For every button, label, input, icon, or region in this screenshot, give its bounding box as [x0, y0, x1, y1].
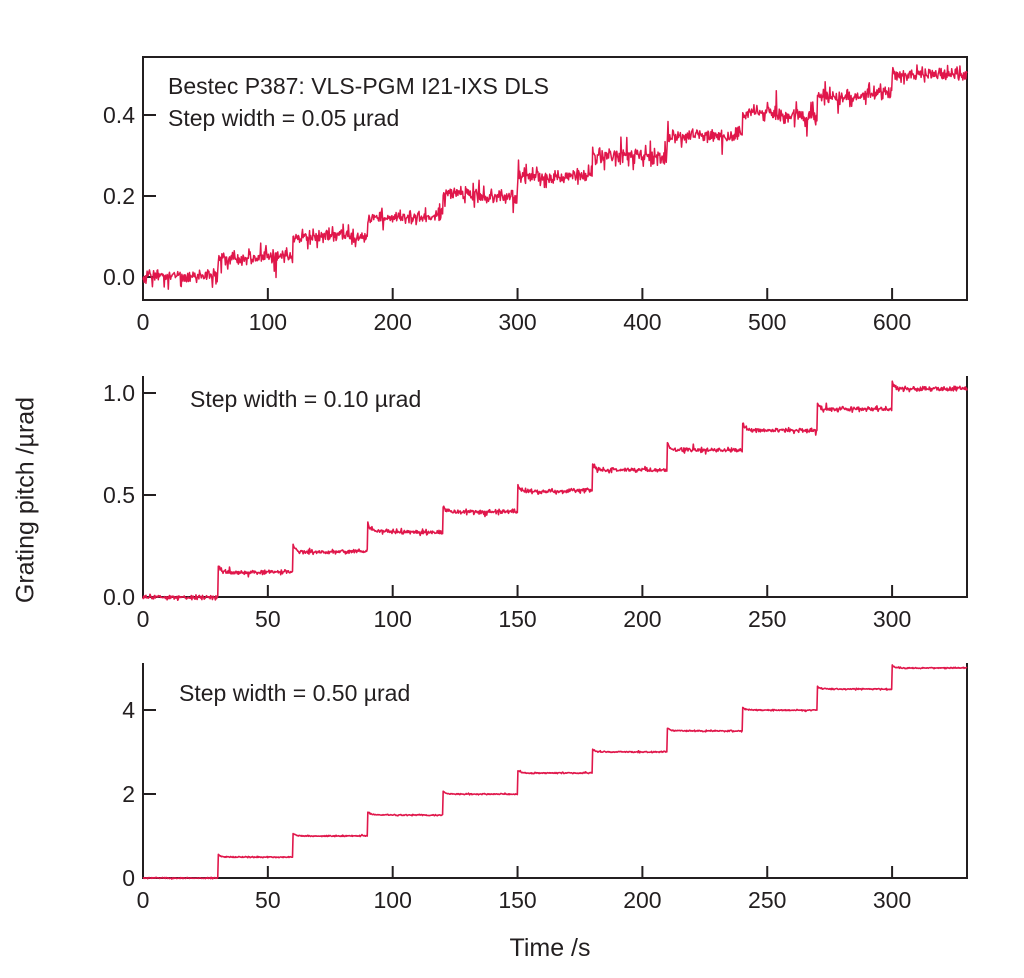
y-tick-label-middle: 0.0 [103, 584, 135, 610]
x-tick-label-middle: 300 [872, 606, 912, 632]
x-axis-label: Time /s [509, 934, 591, 962]
x-tick-label-top: 200 [373, 309, 412, 335]
x-tick-label-top: 0 [136, 309, 150, 335]
x-tick-label-middle: 150 [498, 606, 537, 632]
panel-top-title: Bestec P387: VLS-PGM I21-IXS DLS Step wi… [168, 70, 549, 134]
x-tick-label-middle: 50 [255, 606, 281, 632]
x-tick-label-top: 300 [498, 309, 537, 335]
y-tick-label-bottom: 4 [122, 697, 135, 723]
y-tick-label-middle: 1.0 [103, 380, 135, 406]
x-tick-label-bottom: 300 [872, 887, 912, 913]
x-tick-label-top: 500 [748, 309, 787, 335]
x-tick-label-bottom: 250 [748, 887, 787, 913]
x-tick-label-bottom: 50 [255, 887, 281, 913]
panel-middle-title: Step width = 0.10 µrad [190, 386, 422, 412]
plot-panel-middle [142, 376, 968, 602]
x-tick-label-top: 400 [623, 309, 662, 335]
x-tick-label-bottom: 100 [373, 887, 412, 913]
plot-panel-top [142, 56, 968, 301]
data-trace-bottom [142, 664, 968, 880]
panel-top-title-line2: Step width = 0.05 µrad [168, 105, 400, 131]
y-tick-label-top: 0.0 [103, 264, 135, 290]
y-axis-label: Grating pitch /µrad [11, 396, 40, 604]
x-tick-label-middle: 100 [373, 606, 412, 632]
x-tick-label-bottom: 200 [623, 887, 662, 913]
x-tick-label-middle: 250 [748, 606, 787, 632]
y-tick-label-top: 0.2 [103, 183, 135, 209]
y-tick-label-bottom: 0 [122, 865, 135, 891]
x-tick-label-middle: 200 [623, 606, 662, 632]
data-trace-top [142, 64, 968, 290]
x-tick-label-bottom: 150 [498, 887, 537, 913]
data-trace-middle [142, 380, 968, 602]
y-tick-label-bottom: 2 [122, 781, 135, 807]
x-tick-label-bottom: 0 [136, 887, 150, 913]
x-tick-label-middle: 0 [136, 606, 150, 632]
plot-panel-bottom [142, 663, 968, 880]
y-tick-label-middle: 0.5 [103, 482, 135, 508]
x-tick-label-top: 100 [248, 309, 288, 335]
x-tick-label-top: 600 [872, 309, 912, 335]
y-tick-label-top: 0.4 [103, 102, 135, 128]
panel-bottom-title: Step width = 0.50 µrad [179, 680, 411, 706]
panel-top-title-line1: Bestec P387: VLS-PGM I21-IXS DLS [168, 73, 549, 99]
